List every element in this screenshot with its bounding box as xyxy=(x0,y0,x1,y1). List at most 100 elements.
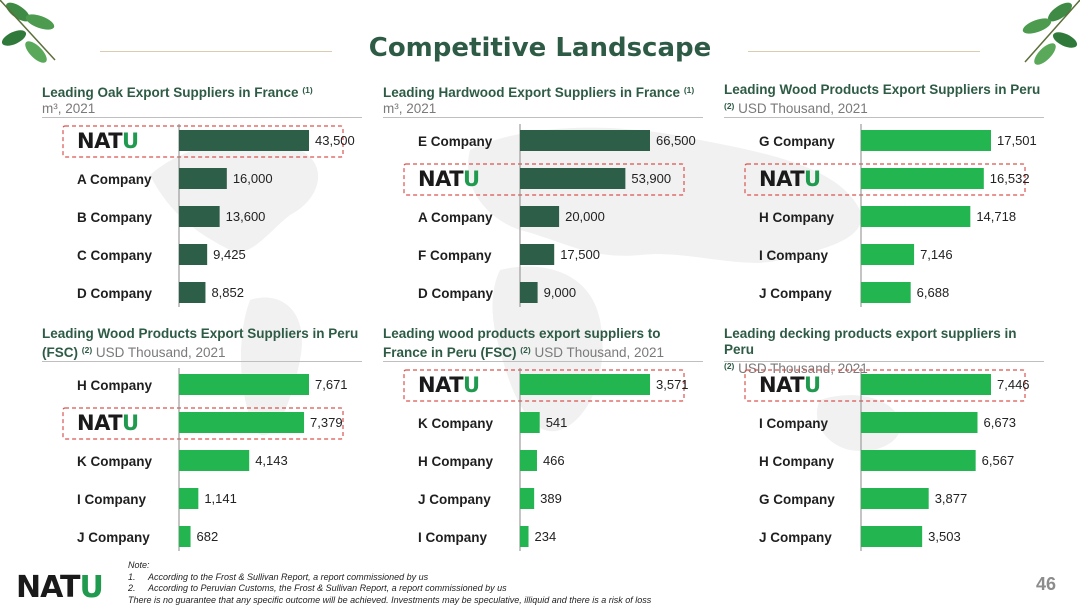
category-label: J Company xyxy=(77,530,150,545)
panel-note-ref: (2) xyxy=(724,101,735,111)
value-label: 13,600 xyxy=(226,209,266,224)
bar xyxy=(179,168,227,189)
category-label-natu-logo: NATU xyxy=(77,129,139,153)
value-label: 6,688 xyxy=(917,285,950,300)
value-label: 7,671 xyxy=(315,377,348,392)
category-label-natu-logo: NATU xyxy=(418,373,480,397)
bar xyxy=(520,130,650,151)
panel-title: Leading Wood Products Export Suppliers i… xyxy=(724,82,1044,118)
value-label: 17,500 xyxy=(560,247,600,262)
bar xyxy=(179,130,309,151)
value-label: 9,000 xyxy=(544,285,577,300)
bar xyxy=(520,374,650,395)
bar xyxy=(179,282,206,303)
chart-panel-france-peru-fsc: Leading wood products export suppliers t… xyxy=(383,326,703,561)
value-label: 541 xyxy=(546,415,568,430)
chart-panel-oak-france: Leading Oak Export Suppliers in France (… xyxy=(42,82,362,317)
panel-unit: m³, 2021 xyxy=(42,101,96,116)
leaf-decoration-icon xyxy=(1022,0,1080,65)
bar xyxy=(520,282,538,303)
panel-title: Leading decking products export supplier… xyxy=(724,326,1044,376)
bar-chart: G Company 17,501 NATU 16,532 H Company 14,718… xyxy=(744,124,1037,307)
value-label: 16,000 xyxy=(233,171,273,186)
value-label: 53,900 xyxy=(631,171,671,186)
value-label: 7,446 xyxy=(997,377,1030,392)
bar-chart: E Company 66,500 NATU 53,900 A Company 20,000… xyxy=(403,124,696,307)
category-label: I Company xyxy=(759,248,829,263)
value-label: 4,143 xyxy=(255,453,288,468)
value-label: 1,141 xyxy=(204,491,237,506)
panel-note-ref: (1) xyxy=(302,85,313,95)
value-label: 6,673 xyxy=(984,415,1017,430)
leaf-decoration-icon xyxy=(0,0,56,63)
bar-chart: NATU 7,446 I Company 6,673 H Company 6,567 G C… xyxy=(744,368,1030,551)
note-text: According to the Frost & Sullivan Report… xyxy=(148,571,429,582)
value-label: 682 xyxy=(197,529,219,544)
footer-logo: NATU xyxy=(16,570,104,605)
category-label: D Company xyxy=(77,286,153,301)
bar xyxy=(861,244,915,265)
bar xyxy=(861,130,991,151)
category-label: H Company xyxy=(759,454,835,469)
chart-panel-decking-peru: Leading decking products export supplier… xyxy=(724,326,1044,561)
bar xyxy=(520,244,555,265)
panel-title-text: Leading Wood Products Export Suppliers i… xyxy=(724,82,1041,97)
bar xyxy=(861,206,971,227)
category-label-natu-logo: NATU xyxy=(418,167,480,191)
bar xyxy=(861,526,923,547)
category-label: I Company xyxy=(759,416,829,431)
category-label: I Company xyxy=(77,492,147,507)
value-label: 16,532 xyxy=(990,171,1030,186)
bar xyxy=(861,412,978,433)
category-label: B Company xyxy=(77,210,153,225)
note-item: 1. According to the Frost & Sullivan Repo… xyxy=(128,572,651,584)
bar xyxy=(520,412,540,433)
value-label: 3,877 xyxy=(935,491,968,506)
notes-disclaimer: There is no guarantee that any specific … xyxy=(128,594,652,605)
bar xyxy=(179,526,191,547)
panel-title-text: Leading Wood Products Export Suppliers i… xyxy=(42,326,359,360)
value-label: 6,567 xyxy=(982,453,1015,468)
category-label: I Company xyxy=(418,530,488,545)
category-label: J Company xyxy=(418,492,491,507)
value-label: 14,718 xyxy=(976,209,1016,224)
chart-panel-wood-peru-fsc: Leading Wood Products Export Suppliers i… xyxy=(42,326,362,561)
bar-chart: NATU 3,571 K Company 541 H Company 466 J Compa… xyxy=(403,368,689,551)
notes-heading: Note: xyxy=(128,560,150,570)
category-label: C Company xyxy=(77,248,153,263)
panel-title: Leading Hardwood Export Suppliers in Fra… xyxy=(383,82,703,118)
category-label: G Company xyxy=(759,492,835,507)
panel-unit: m³, 2021 xyxy=(383,101,437,116)
category-label: A Company xyxy=(77,172,152,187)
category-label: G Company xyxy=(759,134,835,149)
bar xyxy=(861,374,991,395)
bar xyxy=(520,526,529,547)
category-label: J Company xyxy=(759,530,832,545)
panel-title-text: Leading Oak Export Suppliers in France xyxy=(42,85,299,100)
bar xyxy=(520,488,535,509)
footer-logo-accent: U xyxy=(79,570,103,605)
note-number: 1. xyxy=(128,571,136,582)
bar xyxy=(861,168,984,189)
panel-title-text: Leading wood products export suppliers t… xyxy=(383,326,661,360)
category-label-natu-logo: NATU xyxy=(759,373,821,397)
bar-chart: H Company 7,671 NATU 7,379 K Company 4,143 I C… xyxy=(62,368,348,551)
bar xyxy=(861,488,929,509)
panel-title-text: Leading Hardwood Export Suppliers in Fra… xyxy=(383,85,681,100)
bar xyxy=(179,412,305,433)
panel-title: Leading Wood Products Export Suppliers i… xyxy=(42,326,362,362)
value-label: 43,500 xyxy=(315,133,355,148)
bar xyxy=(179,450,250,471)
footer-logo-main: NAT xyxy=(16,570,80,605)
bar xyxy=(861,282,911,303)
panel-unit: USD Thousand, 2021 xyxy=(534,345,665,360)
panel-note-ref: (2) xyxy=(724,361,735,371)
value-label: 66,500 xyxy=(656,133,696,148)
value-label: 17,501 xyxy=(997,133,1037,148)
category-label-natu-logo: NATU xyxy=(759,167,821,191)
chart-panel-hardwood-france: Leading Hardwood Export Suppliers in Fra… xyxy=(383,82,703,317)
category-label: K Company xyxy=(418,416,494,431)
category-label: A Company xyxy=(418,210,493,225)
value-label: 3,503 xyxy=(928,529,961,544)
